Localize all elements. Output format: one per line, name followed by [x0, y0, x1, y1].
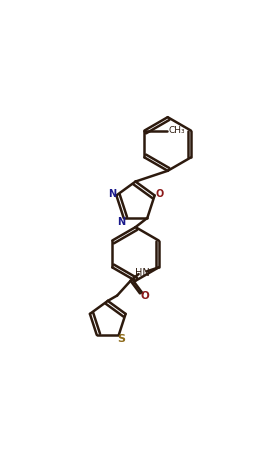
- Text: CH₃: CH₃: [169, 126, 185, 135]
- Text: O: O: [155, 189, 163, 199]
- Text: S: S: [118, 334, 126, 344]
- Text: HN: HN: [135, 268, 150, 278]
- Text: O: O: [141, 291, 150, 300]
- Text: N: N: [108, 189, 116, 199]
- Text: N: N: [117, 217, 125, 227]
